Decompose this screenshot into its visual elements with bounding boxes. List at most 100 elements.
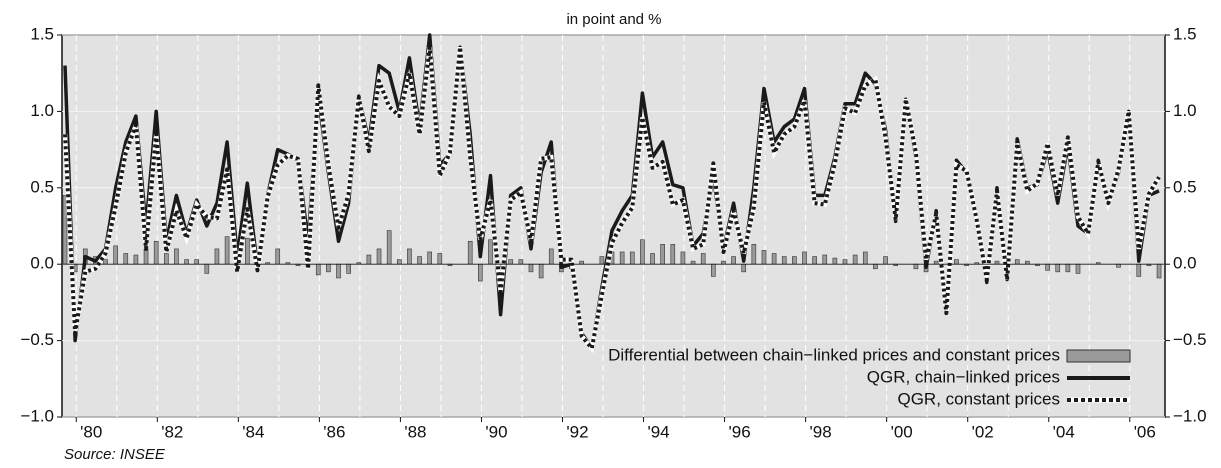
x-tick-label: '92 xyxy=(566,422,588,441)
x-tick-label: '00 xyxy=(891,422,913,441)
bar xyxy=(842,259,848,265)
bar xyxy=(548,248,554,265)
bar xyxy=(184,259,189,265)
bar xyxy=(1136,263,1142,277)
bar xyxy=(407,248,412,265)
line xyxy=(63,45,1161,351)
bar xyxy=(133,254,139,265)
bar xyxy=(599,256,605,265)
y-tick-label: 1.0 xyxy=(30,101,54,120)
bar xyxy=(336,263,341,279)
bar xyxy=(224,236,230,265)
bar xyxy=(275,248,281,265)
bar xyxy=(1055,263,1061,273)
bar xyxy=(1156,263,1162,279)
x-tick-label: '98 xyxy=(810,422,832,441)
bar xyxy=(670,244,676,265)
bar xyxy=(629,251,635,265)
bar xyxy=(721,260,726,265)
bar xyxy=(346,263,351,274)
bar xyxy=(852,254,858,265)
x-tick-label: '80 xyxy=(80,422,102,441)
y2-tick-label: 0.0 xyxy=(1173,254,1197,273)
bar xyxy=(1025,260,1030,265)
y2-tick-label: −0.5 xyxy=(1173,330,1207,349)
bar xyxy=(386,230,392,265)
y-tick-label: 0.5 xyxy=(30,177,54,196)
legend-label: QGR, chain−linked prices xyxy=(867,367,1060,386)
bar xyxy=(528,263,534,273)
bar xyxy=(751,244,757,265)
bar xyxy=(123,253,129,265)
bar xyxy=(650,253,655,265)
legend-label: QGR, constant prices xyxy=(897,389,1060,408)
bar xyxy=(579,260,584,265)
x-tick-label: '82 xyxy=(161,422,183,441)
legend-label: Differential between chain−linked prices… xyxy=(608,345,1060,364)
bar xyxy=(660,244,665,265)
bar xyxy=(508,259,514,265)
bar xyxy=(194,259,199,265)
bar xyxy=(771,253,777,265)
bar xyxy=(1116,263,1121,268)
legend-swatch xyxy=(1066,349,1131,363)
bar xyxy=(640,239,645,265)
bar xyxy=(427,251,432,265)
x-tick-label: '06 xyxy=(1134,422,1156,441)
x-tick-label: '84 xyxy=(242,422,264,441)
bar xyxy=(153,240,159,265)
bar xyxy=(164,253,169,265)
y-tick-label: 1.5 xyxy=(30,24,54,43)
bar xyxy=(781,256,787,265)
bar xyxy=(954,259,959,265)
bar xyxy=(396,259,402,265)
source: Source: INSEE xyxy=(64,446,166,463)
bar xyxy=(417,256,422,265)
bar xyxy=(366,254,372,265)
bar xyxy=(812,256,817,265)
bar xyxy=(933,260,939,265)
y-tick-label: −1.0 xyxy=(20,406,54,425)
x-tick-label: '86 xyxy=(323,422,345,441)
bar xyxy=(326,263,331,273)
bar xyxy=(376,248,382,265)
bar xyxy=(761,250,767,265)
bar xyxy=(518,259,524,265)
bar xyxy=(873,263,878,270)
bar xyxy=(862,251,868,265)
y-tick-label: −0.5 xyxy=(20,330,54,349)
bar xyxy=(1014,259,1020,265)
bar xyxy=(822,254,828,265)
bar xyxy=(1075,263,1081,274)
bar xyxy=(488,239,493,265)
bar xyxy=(883,256,888,265)
y-tick-label: 0.0 xyxy=(30,254,54,273)
x-tick-label: '94 xyxy=(647,422,669,441)
chart-subtitle: in point and % xyxy=(566,11,661,28)
bar xyxy=(741,263,747,273)
bar xyxy=(478,263,483,282)
y2-tick-label: −1.0 xyxy=(1173,406,1207,425)
bar xyxy=(437,253,443,265)
bar xyxy=(802,251,807,265)
bar xyxy=(690,260,696,265)
x-tick-label: '04 xyxy=(1053,422,1075,441)
x-tick-label: '02 xyxy=(972,422,994,441)
bar xyxy=(731,256,736,265)
x-tick-label: '96 xyxy=(729,422,751,441)
bar xyxy=(1065,263,1071,273)
bar xyxy=(113,245,118,265)
bar xyxy=(832,257,838,265)
bar xyxy=(214,248,220,265)
y2-tick-label: 1.5 xyxy=(1173,24,1197,43)
bar xyxy=(245,237,250,265)
bar xyxy=(680,251,686,265)
bar xyxy=(103,259,108,265)
bar xyxy=(792,256,797,265)
bar xyxy=(619,251,625,265)
y2-tick-label: 1.0 xyxy=(1173,101,1197,120)
bar xyxy=(994,260,1000,265)
bar xyxy=(913,263,919,270)
